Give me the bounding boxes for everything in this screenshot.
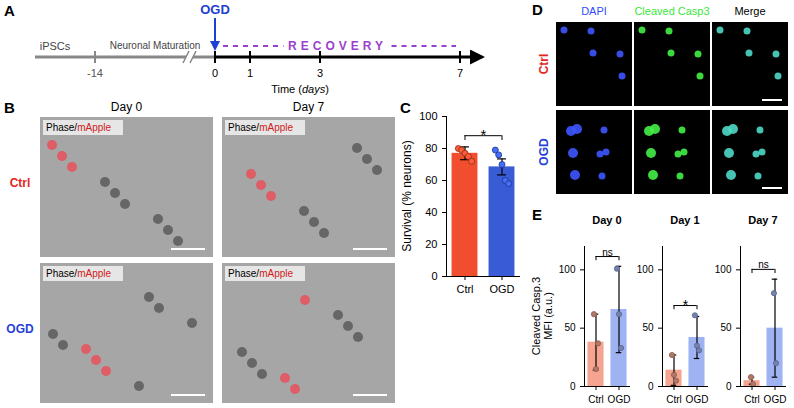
- svg-text:Ctrl: Ctrl: [666, 394, 682, 405]
- svg-text:C: C: [400, 99, 411, 116]
- svg-text:0: 0: [431, 270, 437, 282]
- svg-text:MFI (a.u.): MFI (a.u.): [542, 292, 554, 340]
- svg-text:OGD: OGD: [764, 394, 787, 405]
- svg-text:Ctrl: Ctrl: [588, 394, 604, 405]
- svg-text:Ctrl: Ctrl: [10, 176, 31, 190]
- svg-text:DAPI: DAPI: [581, 5, 607, 17]
- svg-text:1: 1: [247, 67, 253, 79]
- svg-text:iPSCs: iPSCs: [40, 40, 71, 52]
- svg-text:*: *: [481, 126, 487, 143]
- svg-text:0: 0: [648, 381, 654, 392]
- svg-text:40: 40: [425, 206, 437, 218]
- svg-text:0: 0: [570, 381, 576, 392]
- svg-text:Day 7: Day 7: [293, 100, 325, 114]
- svg-text:Phase/mApple: Phase/mApple: [46, 268, 111, 279]
- svg-text:Day 1: Day 1: [670, 214, 699, 226]
- svg-text:*: *: [683, 297, 689, 313]
- svg-text:OGD: OGD: [6, 322, 34, 336]
- svg-text:20: 20: [425, 238, 437, 250]
- svg-text:Phase/mApple: Phase/mApple: [228, 122, 293, 133]
- svg-text:ns: ns: [602, 247, 613, 258]
- svg-text:Merge: Merge: [734, 5, 765, 17]
- svg-text:Neuronal Maturation: Neuronal Maturation: [110, 40, 201, 51]
- svg-text:60: 60: [425, 174, 437, 186]
- svg-text:Day 0: Day 0: [111, 100, 143, 114]
- svg-text:OGD: OGD: [537, 138, 551, 166]
- svg-text:Ctrl: Ctrl: [537, 54, 551, 75]
- svg-text:100: 100: [637, 264, 654, 275]
- svg-text:Cleaved Casp3: Cleaved Casp3: [634, 5, 709, 17]
- svg-text:0: 0: [212, 67, 218, 79]
- svg-text:Day 0: Day 0: [592, 214, 621, 226]
- svg-text:Phase/mApple: Phase/mApple: [46, 122, 111, 133]
- svg-text:7: 7: [457, 67, 463, 79]
- svg-text:OGD: OGD: [489, 283, 514, 295]
- svg-text:100: 100: [559, 264, 576, 275]
- svg-text:-14: -14: [87, 67, 103, 79]
- svg-text:OGD: OGD: [686, 394, 709, 405]
- svg-text:ns: ns: [758, 259, 769, 270]
- svg-text:Ctrl: Ctrl: [744, 394, 760, 405]
- svg-text:80: 80: [425, 142, 437, 154]
- svg-text:B: B: [4, 99, 15, 116]
- svg-text:D: D: [532, 1, 543, 18]
- svg-text:100: 100: [419, 110, 437, 122]
- svg-text:OGD: OGD: [608, 394, 631, 405]
- svg-text:Ctrl: Ctrl: [456, 283, 473, 295]
- svg-text:RECOVERY: RECOVERY: [288, 39, 387, 53]
- svg-text:3: 3: [317, 67, 323, 79]
- svg-text:50: 50: [564, 322, 576, 333]
- svg-text:Phase/mApple: Phase/mApple: [228, 268, 293, 279]
- svg-text:50: 50: [642, 322, 654, 333]
- svg-text:Cleaved Casp.3: Cleaved Casp.3: [530, 277, 542, 355]
- svg-text:50: 50: [720, 322, 732, 333]
- svg-text:100: 100: [715, 264, 732, 275]
- svg-text:Day 7: Day 7: [748, 214, 777, 226]
- svg-text:E: E: [532, 206, 542, 223]
- svg-text:Time (days): Time (days): [271, 83, 329, 95]
- svg-text:Survival (% neurons): Survival (% neurons): [400, 140, 414, 251]
- svg-text:A: A: [4, 2, 15, 19]
- svg-text:OGD: OGD: [200, 2, 230, 17]
- svg-text:0: 0: [726, 381, 732, 392]
